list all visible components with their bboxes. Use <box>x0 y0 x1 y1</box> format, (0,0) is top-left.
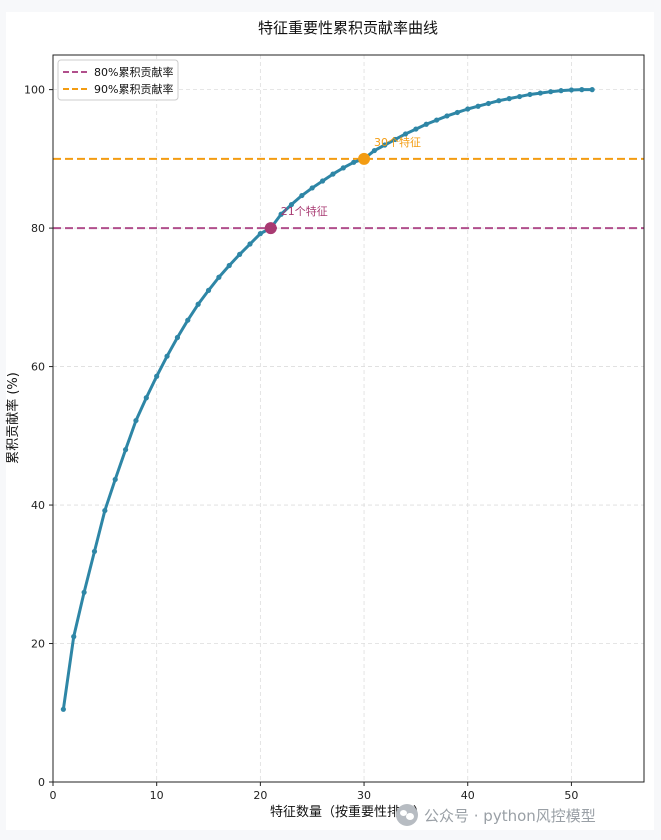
data-point <box>247 241 253 247</box>
data-point <box>444 113 450 119</box>
data-point <box>568 87 575 93</box>
data-point <box>382 142 388 148</box>
x-axis-title: 特征数量（按重要性排序） <box>270 804 426 820</box>
data-point <box>309 185 315 191</box>
data-point <box>122 447 129 453</box>
annotation-label: 21个特征 <box>281 204 328 218</box>
data-point <box>237 251 243 258</box>
watermark: 公众号 · python风控模型 <box>396 803 596 827</box>
chart-title: 特征重要性累积贡献率曲线 <box>258 19 438 37</box>
watermark-text: 公众号 · python风控模型 <box>424 806 596 825</box>
data-point <box>589 87 595 93</box>
data-point <box>164 353 170 359</box>
data-point <box>174 334 181 341</box>
data-point <box>319 178 326 184</box>
data-point <box>485 100 492 107</box>
x-tick-label: 0 <box>50 789 57 802</box>
data-point <box>112 476 118 483</box>
data-point <box>330 171 336 177</box>
y-tick-label: 60 <box>31 361 45 374</box>
data-point <box>71 634 77 640</box>
data-point <box>548 89 554 95</box>
data-point <box>413 126 419 132</box>
reference-lines <box>53 157 644 230</box>
data-point <box>288 201 295 208</box>
data-point <box>506 96 512 102</box>
data-point <box>579 87 585 93</box>
legend-box <box>57 59 179 101</box>
y-tick-label: 40 <box>31 499 45 512</box>
data-point <box>475 103 481 109</box>
series-line <box>61 88 593 710</box>
data-point <box>423 121 429 127</box>
data-point <box>143 395 149 401</box>
data-point <box>465 106 471 112</box>
data-point <box>299 192 305 199</box>
legend-label: 80%累积贡献率 <box>94 65 173 79</box>
data-point <box>434 117 440 123</box>
wechat-icon <box>396 804 418 826</box>
y-tick-label: 80 <box>31 222 45 235</box>
data-point <box>278 211 284 217</box>
data-point <box>154 373 160 379</box>
data-point <box>205 287 212 294</box>
data-point <box>133 417 139 424</box>
series-layer <box>60 87 595 712</box>
x-tick-label: 30 <box>357 789 371 802</box>
data-point <box>454 109 460 116</box>
data-point <box>496 98 502 104</box>
x-tick-label: 10 <box>150 789 164 802</box>
figure-background <box>6 12 654 830</box>
data-point <box>257 231 263 237</box>
highlight-point-21 <box>264 222 277 235</box>
y-tick-label: 0 <box>38 776 45 789</box>
x-tick-label: 40 <box>461 789 475 802</box>
data-point <box>402 131 409 137</box>
data-point <box>216 274 222 280</box>
tick-layer: 0 10 20 30 40 50 0 20 40 60 80 100 <box>24 84 578 802</box>
data-point <box>185 317 191 323</box>
data-point <box>558 88 564 94</box>
data-point <box>340 165 346 171</box>
annotation-label: 30个特征 <box>374 135 421 149</box>
data-point <box>81 589 87 595</box>
data-point <box>60 706 66 712</box>
legend: 80%累积贡献率 90%累积贡献率 <box>57 59 179 101</box>
y-tick-label: 100 <box>24 84 45 97</box>
data-point <box>527 91 533 98</box>
data-point <box>371 147 378 154</box>
data-point <box>516 93 523 100</box>
y-axis-title: 累积贡献率 (%) <box>5 372 21 464</box>
highlight-point-30 <box>358 152 371 165</box>
plot-area-frame <box>52 54 645 783</box>
data-point <box>351 159 357 165</box>
data-point <box>537 90 543 96</box>
data-point <box>226 262 232 269</box>
legend-label: 90%累积贡献率 <box>94 82 173 96</box>
data-point <box>91 548 98 555</box>
x-tick-label: 50 <box>564 789 578 802</box>
data-point <box>392 136 398 143</box>
data-point <box>195 301 201 307</box>
highlight-layer: 21个特征 30个特征 <box>264 135 421 235</box>
x-tick-label: 20 <box>253 789 267 802</box>
y-tick-label: 20 <box>31 638 45 651</box>
data-point <box>102 507 108 514</box>
